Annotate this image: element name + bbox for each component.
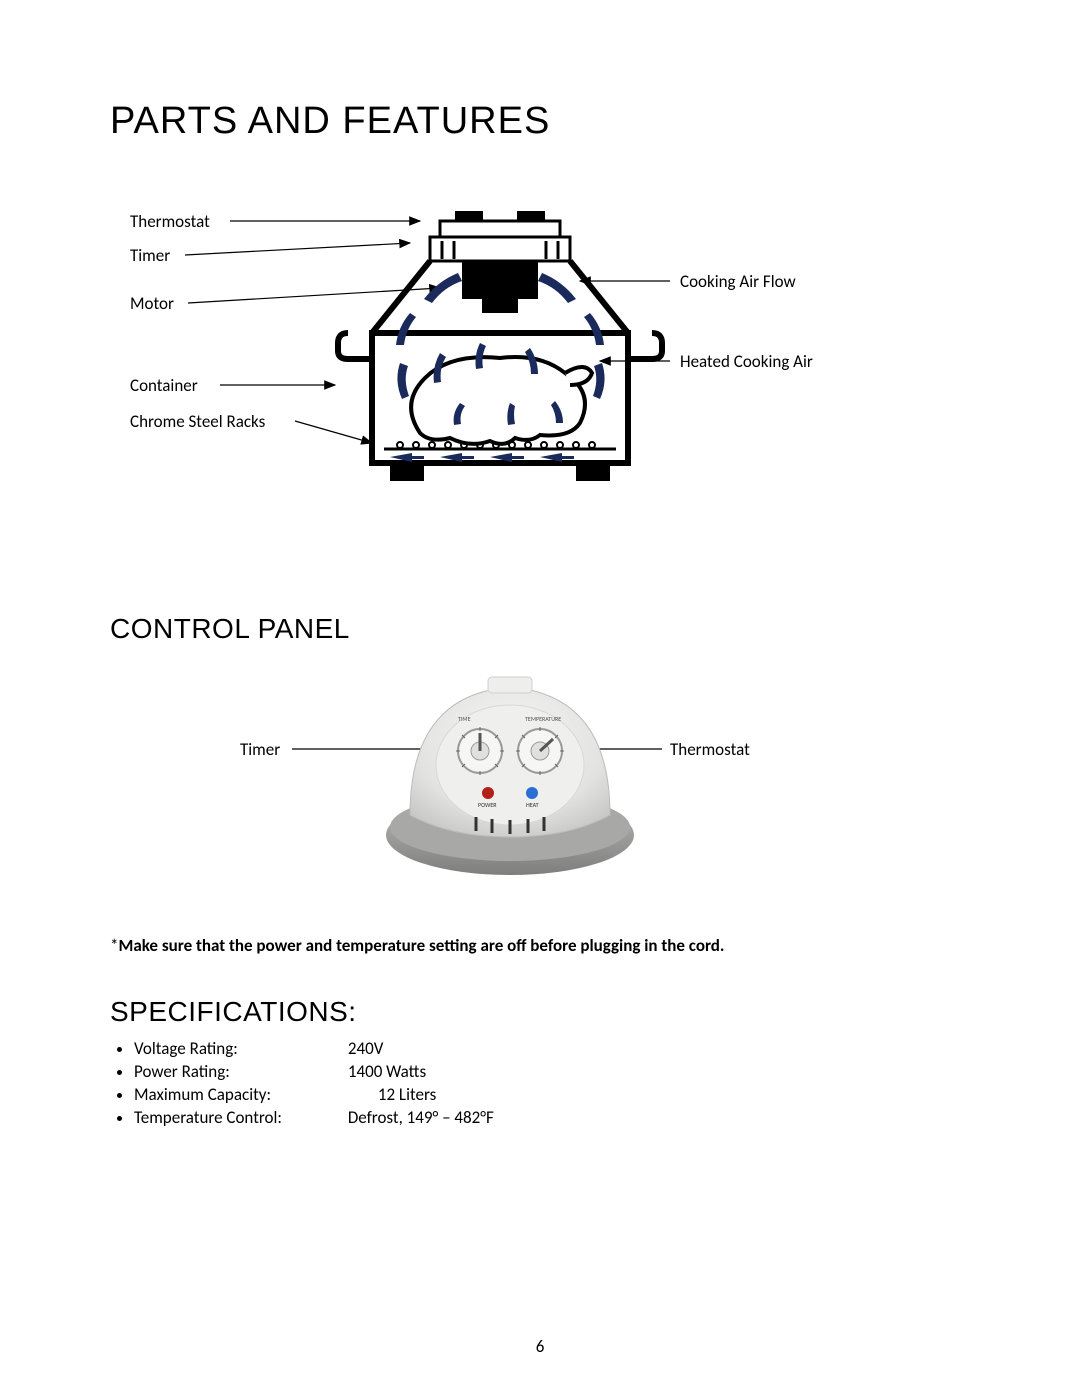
control-panel-diagram: Timer Thermostat xyxy=(110,655,970,915)
svg-text:POWER: POWER xyxy=(478,801,497,809)
cooker-illustration xyxy=(330,203,670,503)
spec-value: 240V xyxy=(348,1038,384,1059)
svg-text:HEAT: HEAT xyxy=(526,801,539,809)
page-number: 6 xyxy=(0,1336,1080,1357)
svg-text:TEMPERATURE: TEMPERATURE xyxy=(525,715,561,723)
control-panel-photo: TEMPERATURE TIME POWER HEAT xyxy=(380,665,640,885)
manual-page: PARTS AND FEATURES Thermostat Timer Moto… xyxy=(0,0,1080,1397)
heat-led xyxy=(526,787,538,799)
spec-value: Defrost, 149° – 482°F xyxy=(348,1107,494,1128)
spec-row: Maximum Capacity: 12 Liters xyxy=(134,1084,970,1105)
page-title: PARTS AND FEATURES xyxy=(110,100,970,143)
spec-value: 1400 Watts xyxy=(348,1061,426,1082)
spec-label: Maximum Capacity: xyxy=(134,1084,374,1105)
spec-value: 12 Liters xyxy=(378,1084,436,1105)
warning-bold: Make sure that the power and temperature… xyxy=(118,935,724,956)
svg-text:TIME: TIME xyxy=(458,715,471,723)
spec-row: Voltage Rating: 240V xyxy=(134,1038,970,1059)
spec-row: Temperature Control: Defrost, 149° – 482… xyxy=(134,1107,970,1128)
parts-diagram: Thermostat Timer Motor Container Chrome … xyxy=(110,203,970,543)
spec-row: Power Rating: 1400 Watts xyxy=(134,1061,970,1082)
power-led xyxy=(482,787,494,799)
spec-label: Temperature Control: xyxy=(134,1107,344,1128)
spec-label: Voltage Rating: xyxy=(134,1038,344,1059)
specifications: SPECIFICATIONS: Voltage Rating: 240V Pow… xyxy=(110,996,970,1128)
warning-text: *Make sure that the power and temperatur… xyxy=(110,935,970,956)
spec-label: Power Rating: xyxy=(134,1061,344,1082)
control-panel-heading: CONTROL PANEL xyxy=(110,613,970,645)
specs-heading: SPECIFICATIONS: xyxy=(110,996,970,1028)
